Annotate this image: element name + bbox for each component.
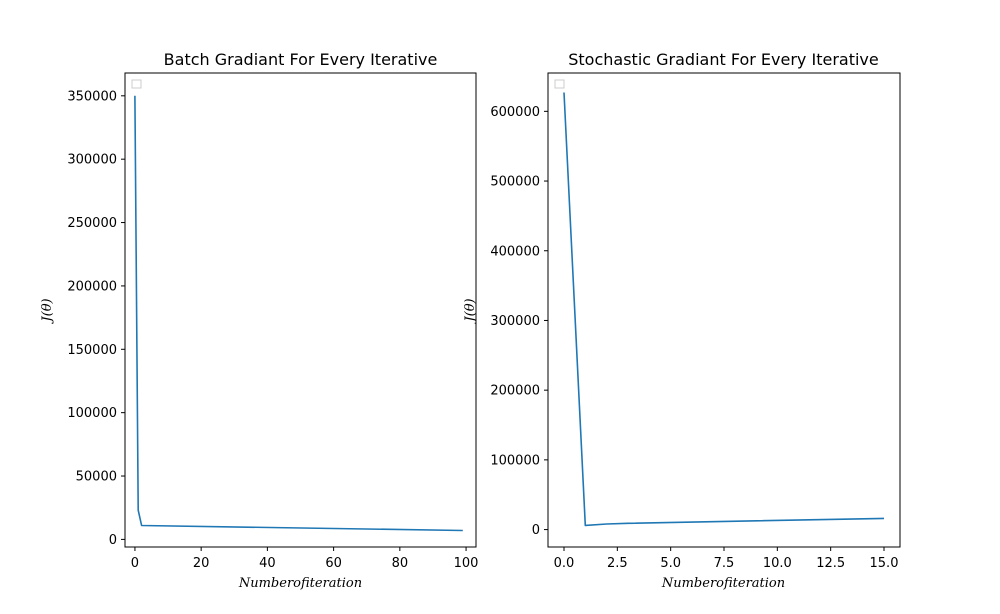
y-axis-label: J(θ) [463,298,478,324]
plot-frame [124,72,477,548]
x-tick-label: 80 [392,556,409,571]
y-axis-label: J(θ) [40,298,55,324]
chart-title: Batch Gradiant For Every Iterative [164,50,438,69]
tick-group: 0 20 40 60 80 100 0 50000 100000 150000 200000 2500… [67,89,478,571]
y-tick-label: 500000 [490,175,540,190]
y-tick-label: 350000 [67,89,117,104]
legend-box [554,79,565,89]
x-tick-label: 100 [454,556,479,571]
x-tick-label: 60 [325,556,342,571]
x-tick-label: 2.5 [607,556,628,571]
x-tick-label: 10.0 [763,556,792,571]
x-tick-label: 0 [131,556,139,571]
x-tick-label: 12.5 [816,556,845,571]
x-tick-label: 5.0 [660,556,681,571]
chart-title: Stochastic Gradiant For Every Iterative [568,50,878,69]
x-tick-label: 20 [193,556,210,571]
y-tick-label: 0 [109,533,117,548]
y-tick-label: 0 [532,523,540,538]
y-tick-label: 100000 [490,453,540,468]
y-tick-label: 100000 [67,406,117,421]
series-line [134,95,463,532]
x-axis-label: Numberofiteration [661,576,785,591]
y-tick-label: 50000 [76,470,117,485]
x-tick-label: 7.5 [714,556,735,571]
y-tick-label: 400000 [490,244,540,259]
y-tick-label: 150000 [67,343,117,358]
x-tick-label: 0.0 [554,556,575,571]
stochastic-gradient-chart: Stochastic Gradiant For Every Iterative … [463,50,901,591]
batch-gradient-chart: Batch Gradiant For Every Iterative 0 20 40… [40,50,478,591]
plot-frame [547,72,901,548]
x-tick-label: 40 [259,556,276,571]
y-tick-label: 300000 [67,153,117,168]
y-tick-label: 600000 [490,105,540,120]
tick-group: 0.0 2.5 5.0 7.5 10.0 12.5 15.0 0 100000 200000 300… [490,105,898,571]
y-tick-label: 200000 [490,384,540,399]
x-tick-label: 15.0 [870,556,899,571]
series-line [563,92,885,527]
x-axis-label: Numberofiteration [238,576,362,591]
legend-box [131,79,142,89]
y-tick-label: 300000 [490,314,540,329]
y-tick-label: 200000 [67,279,117,294]
y-tick-label: 250000 [67,216,117,231]
